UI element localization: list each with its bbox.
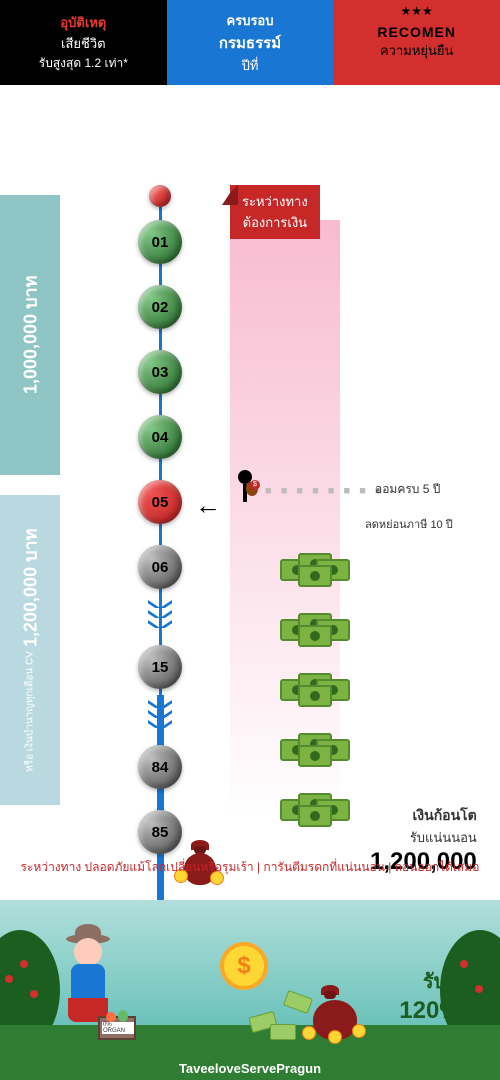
timeline-node-01: 01 (138, 220, 182, 264)
side-label-12m: หรือ เงินบำนาญทุกเดือน CV 1,200,000 บาท (0, 495, 60, 805)
chevron-down-icon (148, 600, 172, 630)
crate-icon: 0% ORGAN (98, 1016, 136, 1040)
header-row: อุบัติเหตุ เสียชีวิต รับสูงสุด 1.2 เท่า*… (0, 0, 500, 85)
crate-label: 0% ORGAN (102, 1022, 134, 1034)
lump-l1: เงินก้อนโต (370, 805, 477, 827)
lump-l2: รับแน่นนอน (370, 827, 477, 848)
timeline-node-03: 03 (138, 350, 182, 394)
timeline-node-85: 85 (138, 810, 182, 854)
footer-illustration: 0% ORGAN $ รับ 120%* TaveeloveServePragu… (0, 900, 500, 1080)
side2-sub: หรือ เงินบำนาญทุกเดือน CV (23, 651, 38, 772)
receive-t2: 120%* (399, 997, 470, 1025)
person-savings-icon: $ (230, 470, 260, 515)
tax-10yr-label: ลดหย่อนภาษี 10 ปี (365, 515, 453, 533)
hb1-l1: อุบัติเหตุ (60, 12, 106, 33)
hb2-l3: ปีที่ (242, 55, 259, 76)
hb1-l3: รับสูงสุด 1.2 เท่า* (39, 54, 128, 73)
save-5yr-label: ออมครบ 5 ปี (375, 480, 440, 499)
main-area: 1,000,000 บาท หรือ เงินบำนาญทุกเดือน CV … (0, 85, 500, 915)
timeline-node-84: 84 (138, 745, 182, 789)
hb3-l2: ความหยุ่นยืน (380, 40, 453, 61)
arrow-left-icon: ← (195, 490, 221, 521)
big-coin-icon: $ (220, 942, 268, 990)
stars-icon: ★★★ (401, 4, 433, 18)
tagline-text: ระหว่างทาง ปลอดภัยแม้โลกเปลี่ยนหรือรุมเร… (0, 850, 500, 885)
hb2-l1: ครบรอบ (227, 10, 274, 31)
flag-l2: ต้องการเงิน (242, 212, 308, 233)
header-policy-year: ครบรอบ กรมธรรม์ ปีที่ (167, 0, 334, 85)
hb3-l1: RECOMEN (377, 24, 456, 40)
money-stack-icon (280, 665, 360, 707)
money-stack-icon (280, 725, 360, 767)
side2-main: 1,200,000 บาท (16, 528, 45, 646)
timeline-node-start (149, 185, 171, 207)
timeline-node-15: 15 (138, 645, 182, 689)
hb1-l2: เสียชีวิต (61, 33, 106, 54)
bill-icon (270, 1024, 296, 1040)
side-label-1m: 1,000,000 บาท (0, 195, 60, 475)
flag-l1: ระหว่างทาง (242, 191, 308, 212)
receive-120-block: รับ 120%* (399, 965, 470, 1025)
timeline-node-02: 02 (138, 285, 182, 329)
money-stack-icon (280, 605, 360, 647)
chevron-down-icon (148, 700, 172, 730)
credit-text: TaveeloveServePragun (0, 1061, 500, 1076)
money-stack-icon (280, 785, 360, 827)
header-accident: อุบัติเหตุ เสียชีวิต รับสูงสุด 1.2 เท่า* (0, 0, 167, 85)
timeline-node-05: 05 (138, 480, 182, 524)
dotted-line: ■ ■ ■ ■ ■ ■ ■ ■ (265, 485, 385, 497)
hb2-l2: กรมธรรม์ (219, 31, 281, 55)
bill-icon (283, 990, 313, 1014)
farmer-icon: 0% ORGAN (50, 920, 140, 1040)
money-stack-icon (280, 545, 360, 587)
timeline-node-06: 06 (138, 545, 182, 589)
timeline-node-04: 04 (138, 415, 182, 459)
need-money-flag: ระหว่างทาง ต้องการเงิน (230, 185, 320, 239)
footer-moneybag-icon (310, 985, 360, 1040)
receive-t1: รับ (399, 965, 470, 997)
header-recommend: ★★★ RECOMEN ความหยุ่นยืน (333, 0, 500, 85)
